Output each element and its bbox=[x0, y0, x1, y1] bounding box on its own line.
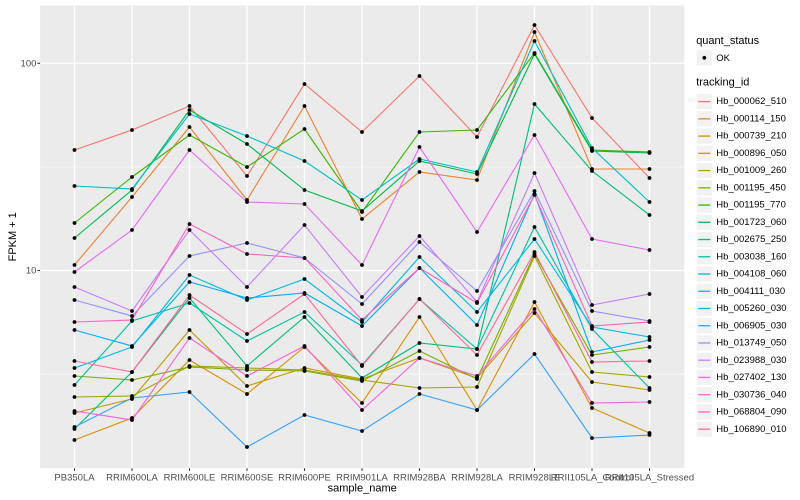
svg-text:Hb_005260_030: Hb_005260_030 bbox=[716, 303, 786, 314]
svg-text:Hb_013749_050: Hb_013749_050 bbox=[716, 338, 786, 349]
svg-text:10: 10 bbox=[26, 266, 37, 277]
svg-text:OK: OK bbox=[716, 53, 730, 64]
svg-text:tracking_id: tracking_id bbox=[696, 77, 749, 89]
svg-text:Hb_001195_770: Hb_001195_770 bbox=[716, 200, 786, 211]
svg-text:RRIM928LA: RRIM928LA bbox=[451, 472, 503, 483]
svg-text:RRIM928BA: RRIM928BA bbox=[393, 472, 446, 483]
svg-text:Hb_000114_150: Hb_000114_150 bbox=[716, 113, 786, 124]
svg-text:Hb_000062_510: Hb_000062_510 bbox=[716, 96, 786, 107]
svg-text:Hb_023988_030: Hb_023988_030 bbox=[716, 355, 786, 366]
svg-text:RRIM600PE: RRIM600PE bbox=[278, 472, 331, 483]
svg-text:RRIM928LE: RRIM928LE bbox=[509, 472, 561, 483]
svg-text:RRIM600LE: RRIM600LE bbox=[164, 472, 216, 483]
svg-text:Hb_027402_130: Hb_027402_130 bbox=[716, 372, 786, 383]
svg-text:Hb_001723_060: Hb_001723_060 bbox=[716, 217, 786, 228]
svg-text:sample_name: sample_name bbox=[328, 483, 397, 495]
svg-text:Hb_068804_090: Hb_068804_090 bbox=[716, 407, 786, 418]
svg-text:RRII105LA_Stressed: RRII105LA_Stressed bbox=[605, 472, 694, 483]
svg-text:RRII105LA_Control: RRII105LA_Control bbox=[551, 472, 633, 483]
svg-text:Hb_004111_030: Hb_004111_030 bbox=[716, 286, 785, 297]
svg-text:Hb_001009_260: Hb_001009_260 bbox=[716, 165, 786, 176]
svg-text:PB350LA: PB350LA bbox=[54, 472, 95, 483]
svg-text:RRIM901LA: RRIM901LA bbox=[336, 472, 388, 483]
svg-text:Hb_000739_210: Hb_000739_210 bbox=[716, 131, 786, 142]
svg-text:Hb_001195_450: Hb_001195_450 bbox=[716, 182, 786, 193]
svg-text:Hb_030736_040: Hb_030736_040 bbox=[716, 389, 786, 400]
svg-text:Hb_000896_050: Hb_000896_050 bbox=[716, 148, 786, 159]
svg-text:RRIM600LA: RRIM600LA bbox=[106, 472, 158, 483]
svg-text:Hb_106890_010: Hb_106890_010 bbox=[716, 424, 786, 435]
svg-text:Hb_004108_060: Hb_004108_060 bbox=[716, 269, 786, 280]
svg-text:FPKM + 1: FPKM + 1 bbox=[7, 212, 19, 261]
svg-text:Hb_003038_160: Hb_003038_160 bbox=[716, 251, 786, 262]
svg-text:RRIM600SE: RRIM600SE bbox=[221, 472, 274, 483]
svg-text:quant_status: quant_status bbox=[696, 35, 759, 47]
svg-text:100: 100 bbox=[21, 58, 37, 69]
svg-text:Hb_006905_030: Hb_006905_030 bbox=[716, 320, 786, 331]
svg-text:Hb_002675_250: Hb_002675_250 bbox=[716, 234, 786, 245]
